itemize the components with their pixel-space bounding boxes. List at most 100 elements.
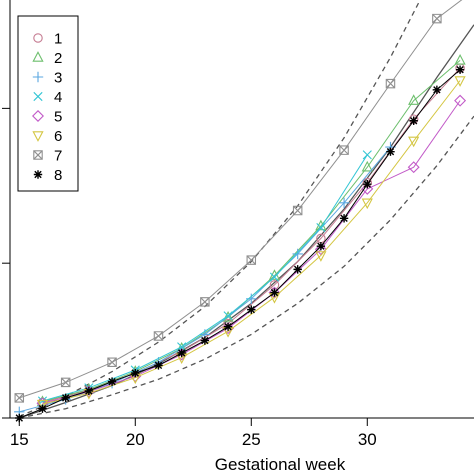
series-7-point (14, 393, 25, 403)
series-3-point (292, 248, 303, 260)
series-4-point (362, 150, 372, 160)
series-8-point (432, 85, 442, 94)
legend-marker-1 (33, 33, 43, 43)
series-8-point (177, 348, 186, 358)
series-5-point (314, 243, 327, 256)
legend-label-3: 3 (54, 70, 62, 87)
series-4-point (269, 272, 280, 282)
series-8-point (386, 147, 395, 156)
legend-marker-4 (33, 91, 43, 102)
legend-entry-5: 5 (32, 109, 62, 126)
legend-marker-3 (32, 71, 44, 83)
series-8-point (154, 361, 163, 370)
series-6-point (361, 198, 373, 210)
legend-marker-5 (32, 110, 44, 122)
legend-entry-8: 8 (33, 167, 62, 184)
legend-label-1: 1 (54, 31, 62, 48)
x-tick-label: 30 (358, 430, 377, 449)
series-8-point (270, 288, 279, 297)
series-2 (36, 53, 466, 406)
series-2-point (361, 160, 373, 172)
series-2-point (222, 310, 234, 322)
mean-reference-line (19, 24, 474, 419)
legend-label-6: 6 (54, 128, 62, 145)
x-axis: 152025303 (10, 418, 377, 449)
series-8-point (363, 180, 372, 189)
series-8 (15, 65, 465, 423)
series-8-point (455, 65, 465, 74)
bound-reference-line (19, 115, 474, 419)
series-3-point (338, 197, 350, 209)
series-8-point (61, 393, 70, 403)
series-6-point (408, 136, 420, 148)
legend-entry-4: 4 (33, 89, 62, 106)
series-8-point (84, 386, 94, 396)
series-1 (37, 63, 465, 408)
legend-label-8: 8 (54, 167, 62, 184)
series-4-point (316, 222, 326, 233)
series-2-point (454, 53, 466, 65)
bound-reference-line (19, 0, 421, 418)
legend-box (17, 15, 79, 192)
x-tick-label: 20 (126, 430, 145, 449)
series-5-line (42, 100, 461, 404)
legend-label-2: 2 (54, 50, 62, 67)
x-tick-label: 25 (242, 430, 261, 449)
series-layer (14, 0, 467, 423)
x-axis-title: Gestational week (215, 455, 346, 474)
legend-entry-7: 7 (33, 148, 62, 165)
series-1-line (42, 67, 461, 403)
series-5-point (454, 94, 467, 107)
series-7-point (339, 145, 349, 155)
series-7-point (246, 255, 257, 265)
series-7-point (292, 205, 303, 216)
legend-entry-1: 1 (33, 31, 62, 48)
y-axis (2, 107, 10, 419)
series-7-point (432, 13, 442, 24)
series-7-point (60, 377, 71, 388)
series-8-point (131, 368, 140, 378)
series-2-point (408, 94, 420, 105)
series-7-line (19, 0, 463, 399)
series-8-point (38, 404, 47, 413)
legend-entry-3: 3 (32, 70, 62, 87)
series-7 (14, 0, 463, 403)
series-8-point (223, 322, 233, 331)
legend-entry-6: 6 (32, 128, 62, 145)
series-8-point (409, 116, 418, 125)
series-2-line (42, 60, 461, 403)
series-6 (36, 76, 466, 411)
series-6-line (42, 80, 461, 405)
legend-label-4: 4 (54, 89, 62, 106)
series-8-point (200, 336, 210, 345)
series-8-line (19, 69, 461, 419)
legend: 1 2 3 4 5 6 7 8 (17, 15, 79, 192)
series-7-point (200, 297, 210, 307)
series-7-point (153, 331, 164, 341)
series-4 (37, 150, 372, 406)
series-8-point (339, 214, 349, 223)
plot-frame (9, 0, 474, 419)
legend-entry-2: 2 (32, 50, 62, 67)
series-8-point (316, 241, 326, 251)
legend-marker-7 (33, 150, 43, 160)
series-7-point (107, 357, 117, 368)
series-5 (36, 94, 467, 410)
series-6-point (315, 251, 327, 262)
series-4-point (223, 311, 233, 321)
series-8-point (293, 265, 302, 274)
series-8-point (107, 377, 117, 386)
series-6-point (36, 399, 49, 411)
legend-marker-6 (32, 131, 44, 142)
legend-label-7: 7 (54, 148, 62, 165)
series-7-point (385, 78, 396, 89)
series-4-line (42, 154, 368, 402)
legend-marker-2 (32, 51, 44, 62)
legend-marker-8 (33, 170, 43, 179)
series-6-point (454, 76, 466, 87)
series-5-point (407, 161, 420, 174)
x-tick-label: 15 (10, 430, 29, 449)
legend-label-5: 5 (54, 109, 62, 126)
series-8-point (247, 305, 256, 314)
